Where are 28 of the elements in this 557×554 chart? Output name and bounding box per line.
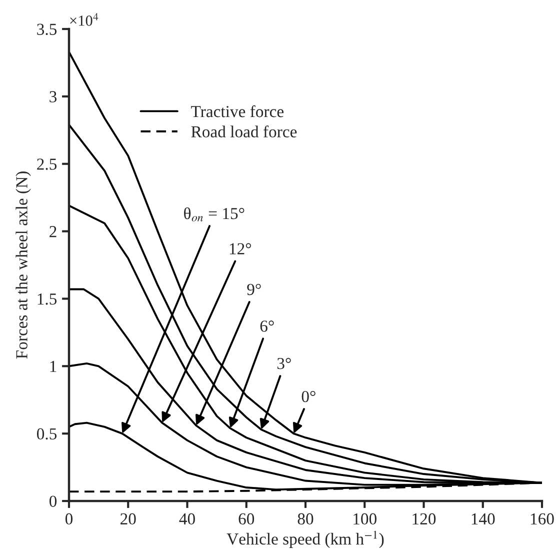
y-tick-label: 0 bbox=[49, 496, 57, 507]
y-tick-label: 3 bbox=[50, 91, 57, 102]
x-tick-label: 100 bbox=[354, 513, 376, 525]
y-tick-label: 1 bbox=[50, 360, 56, 372]
x-tick-label: 40 bbox=[179, 513, 195, 525]
text: ×10$^{4}$ bbox=[70, 13, 98, 26]
y-tick-label: 2 bbox=[50, 226, 56, 238]
x-tick-label: 0 bbox=[65, 513, 73, 525]
y-axis-title: Forces at the wheel axle (N) bbox=[16, 172, 31, 359]
y-tick-label: 2.5 bbox=[37, 158, 57, 170]
x-tick-label: 140 bbox=[472, 513, 495, 525]
x-tick-label: 20 bbox=[120, 513, 136, 525]
x-tick-label: 160 bbox=[530, 513, 554, 525]
y-tick-label: 0.5 bbox=[36, 428, 57, 440]
annotation: 0° bbox=[302, 390, 316, 402]
y-tick-label: 1.5 bbox=[38, 293, 57, 305]
x-tick-label: 80 bbox=[298, 513, 314, 525]
y-tick-label: 3.5 bbox=[37, 24, 57, 36]
annotation: 12° bbox=[230, 243, 251, 254]
x-tick-label: 120 bbox=[412, 513, 436, 525]
annotation: 9° bbox=[247, 284, 261, 296]
legend-label: Road load force bbox=[191, 126, 297, 138]
annotation: 6° bbox=[260, 320, 274, 332]
x-axis-title: Vehicle speed (km h$^{−1}$) bbox=[226, 530, 384, 548]
x-tick-label: 60 bbox=[238, 513, 254, 525]
annotation: θ$_{on}$ = 15° bbox=[184, 207, 244, 222]
legend-label: Tractive force bbox=[191, 105, 284, 118]
annotation: 3° bbox=[277, 358, 291, 370]
